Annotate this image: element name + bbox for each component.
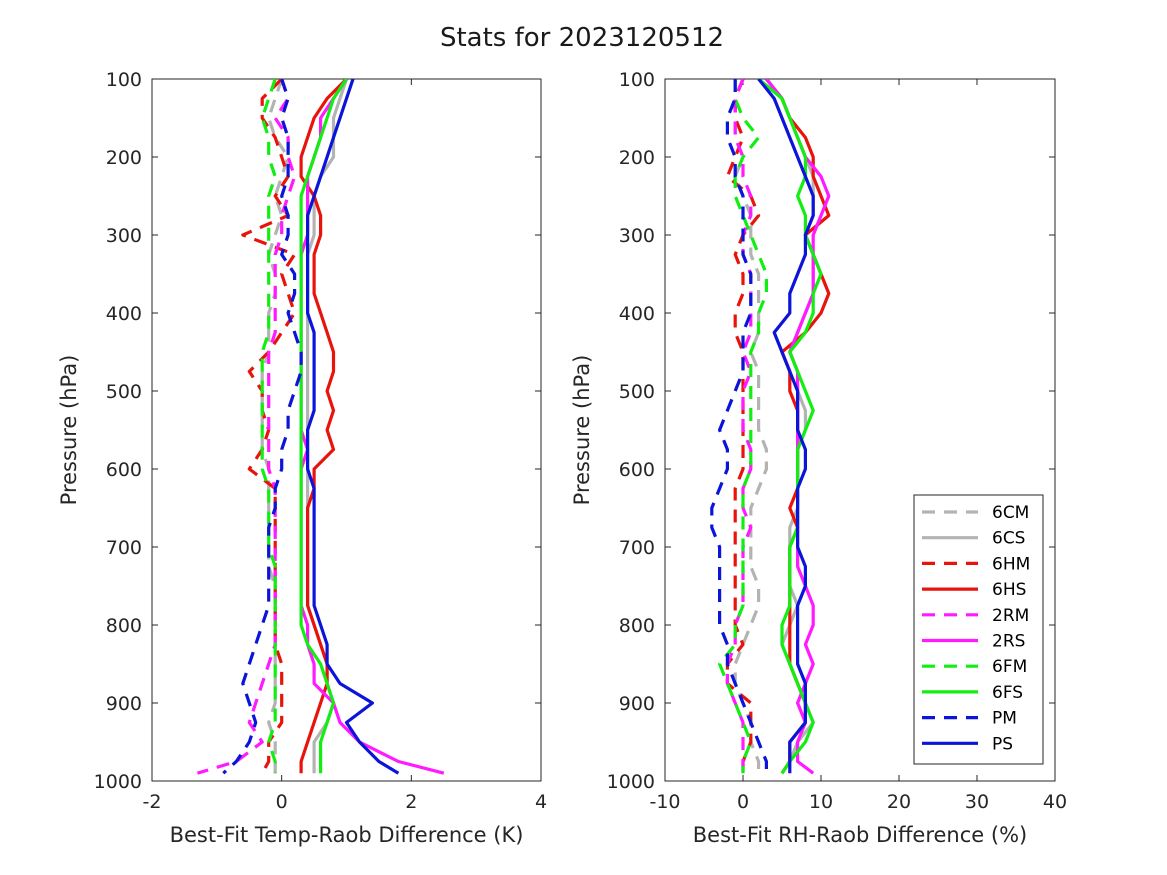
series-line-ps xyxy=(757,79,815,774)
x-tick-label: 0 xyxy=(737,791,749,813)
y-tick-label: 400 xyxy=(106,303,142,325)
x-tick-label: 10 xyxy=(809,791,833,813)
legend-entry-2rs: 2RS xyxy=(922,632,1025,652)
legend-label: 6FS xyxy=(992,683,1023,703)
x-tick-label: -2 xyxy=(143,791,162,813)
series-line-6fm xyxy=(717,79,769,774)
x-tick-label: 0 xyxy=(276,791,288,813)
y-tick-label: 200 xyxy=(619,147,655,169)
y-tick-label: 900 xyxy=(619,693,655,715)
legend-label: 6HS xyxy=(992,580,1026,600)
series-line-pm xyxy=(710,79,769,774)
y-tick-label: 800 xyxy=(106,615,142,637)
legend-entry-6hm: 6HM xyxy=(922,554,1030,574)
x-tick-label: 30 xyxy=(965,791,989,813)
plot-area xyxy=(151,78,542,782)
series-line-2rm xyxy=(196,79,297,775)
y-tick-label: 700 xyxy=(619,537,655,559)
y-axis-label: Pressure (hPa) xyxy=(570,355,594,506)
y-axis-label: Pressure (hPa) xyxy=(57,355,81,506)
y-tick-label: 600 xyxy=(106,459,142,481)
y-tick-label: 1000 xyxy=(607,771,655,793)
y-tick-label: 700 xyxy=(106,537,142,559)
x-axis-label: Best-Fit RH-Raob Difference (%) xyxy=(693,823,1027,847)
legend-label: 6CS xyxy=(992,529,1025,549)
legend-label: 2RS xyxy=(992,632,1025,652)
y-tick-label: 1000 xyxy=(94,771,142,793)
y-tick-label: 100 xyxy=(619,69,655,91)
series-line-6hm xyxy=(241,79,297,774)
legend-entry-6cs: 6CS xyxy=(922,529,1025,549)
legend-entry-6fm: 6FM xyxy=(922,657,1027,677)
series-line-6fm xyxy=(260,79,277,774)
y-tick-label: 300 xyxy=(619,225,655,247)
y-tick-label: 600 xyxy=(619,459,655,481)
y-tick-label: 800 xyxy=(619,615,655,637)
x-tick-label: 20 xyxy=(887,791,911,813)
legend-box xyxy=(913,494,1044,765)
series-line-ps xyxy=(306,79,400,775)
series-line-6fs xyxy=(299,79,348,774)
legend-label: PS xyxy=(992,734,1013,754)
legend-entry-ps: PS xyxy=(922,734,1013,754)
y-tick-label: 500 xyxy=(106,381,142,403)
x-axis-label: Best-Fit Temp-Raob Difference (K) xyxy=(170,823,524,847)
y-tick-label: 900 xyxy=(106,693,142,715)
legend-entry-6cm: 6CM xyxy=(922,503,1029,523)
y-tick-label: 300 xyxy=(106,225,142,247)
series-line-6cm xyxy=(733,79,769,774)
y-tick-label: 100 xyxy=(106,69,142,91)
series-line-6fs xyxy=(757,79,823,775)
y-tick-label: 400 xyxy=(619,303,655,325)
legend-entry-pm: PM xyxy=(922,709,1017,729)
legend-entry-6hs: 6HS xyxy=(922,580,1026,600)
legend-entry-2rm: 2RM xyxy=(922,606,1029,626)
figure-title: Stats for 2023120512 xyxy=(440,23,724,53)
legend-label: 6FM xyxy=(992,657,1027,677)
x-tick-label: 2 xyxy=(405,791,417,813)
series-line-pm xyxy=(222,79,303,775)
y-tick-label: 200 xyxy=(106,147,142,169)
x-tick-label: 40 xyxy=(1043,791,1067,813)
legend-label: 6CM xyxy=(992,503,1029,523)
legend-entry-6fs: 6FS xyxy=(922,683,1023,703)
series-group xyxy=(710,79,831,775)
legend: 6CM 6CS 6HM 6HS 2RM 2RS 6FM 6FS PM PS xyxy=(913,494,1044,765)
x-tick-label: 4 xyxy=(535,791,547,813)
legend-label: 6HM xyxy=(992,554,1030,574)
y-tick-label: 500 xyxy=(619,381,655,403)
series-group xyxy=(196,79,445,775)
chart-panel-1: -2 0 2 4 100 200 300 400 500 600 700 800 900 1000 Best… xyxy=(57,69,547,847)
legend-label: PM xyxy=(992,709,1017,729)
x-tick-label: -10 xyxy=(649,791,680,813)
legend-label: 2RM xyxy=(992,606,1029,626)
series-line-6cm xyxy=(260,79,290,774)
